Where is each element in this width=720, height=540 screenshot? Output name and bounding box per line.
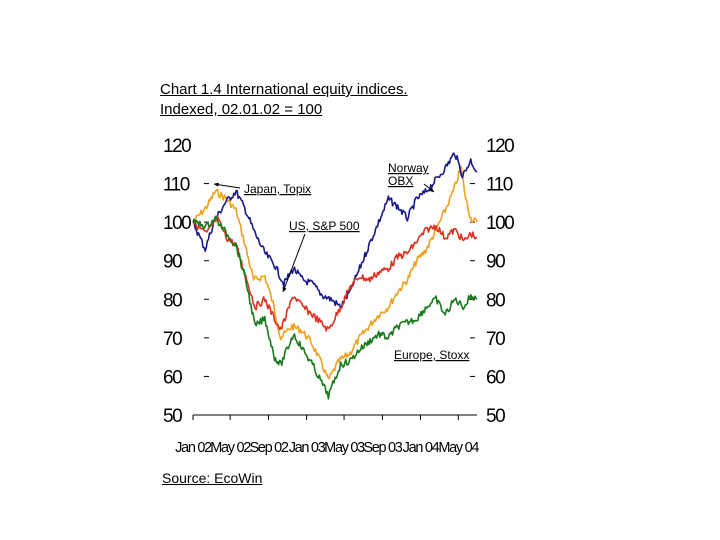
x-tick-label: May 03 xyxy=(324,440,365,456)
arrow-head xyxy=(429,187,434,192)
y-tick-left: 90 xyxy=(163,252,182,273)
x-tick-label: Jan 02 xyxy=(175,440,212,456)
y-tick-right: 70 xyxy=(486,329,505,350)
y-tick-left: 110 xyxy=(163,175,190,196)
y-tick-left: 120 xyxy=(163,136,191,157)
source-note: Source: EcoWin xyxy=(162,470,263,486)
annotation-text: OBX xyxy=(388,174,413,188)
leader-line xyxy=(282,233,306,293)
x-tick-label: Sep 03 xyxy=(363,440,402,456)
x-tick-label: May 04 xyxy=(438,440,479,456)
x-tick-label: Sep 02 xyxy=(249,440,288,456)
annotation-text: Japan, Topix xyxy=(244,182,311,196)
y-tick-left: 80 xyxy=(163,290,182,311)
series-line-japan-topix xyxy=(192,152,478,310)
annotation-text: Europe, Stoxx xyxy=(394,348,469,362)
y-tick-right: 100 xyxy=(486,213,514,234)
annotation-us-s-p-500: US, S&P 500 xyxy=(282,219,360,293)
series-line-europe-stoxx xyxy=(192,215,478,400)
y-tick-right: 90 xyxy=(486,252,505,273)
y-tick-right: 80 xyxy=(486,290,505,311)
x-tick-label: Jan 04 xyxy=(403,440,440,456)
y-tick-right: 60 xyxy=(486,367,505,388)
y-tick-right: 120 xyxy=(486,136,514,157)
series-line-norway-obx xyxy=(192,165,478,380)
y-tick-left: 50 xyxy=(163,406,182,427)
y-tick-right: 110 xyxy=(486,175,513,196)
series-line-us-s-p-500 xyxy=(192,215,477,332)
chart-title: Chart 1.4 International equity indices. … xyxy=(160,80,408,120)
annotation-japan-topix: Japan, Topix xyxy=(213,182,311,196)
annotation-text: Norway xyxy=(388,161,429,175)
x-tick-label: May 02 xyxy=(210,440,251,456)
chart-title-line1: Chart 1.4 International equity indices. xyxy=(160,81,408,98)
arrow-head xyxy=(282,287,287,292)
y-tick-left: 100 xyxy=(163,213,191,234)
y-tick-right: 50 xyxy=(486,406,505,427)
x-tick-label: Jan 03 xyxy=(289,440,326,456)
annotation-europe-stoxx: Europe, Stoxx xyxy=(394,348,469,362)
y-tick-left: 70 xyxy=(163,329,182,350)
annotation-text: US, S&P 500 xyxy=(289,219,360,233)
chart-title-line2: Indexed, 02.01.02 = 100 xyxy=(160,101,323,118)
arrow-head xyxy=(214,182,219,187)
y-tick-left: 60 xyxy=(163,367,182,388)
